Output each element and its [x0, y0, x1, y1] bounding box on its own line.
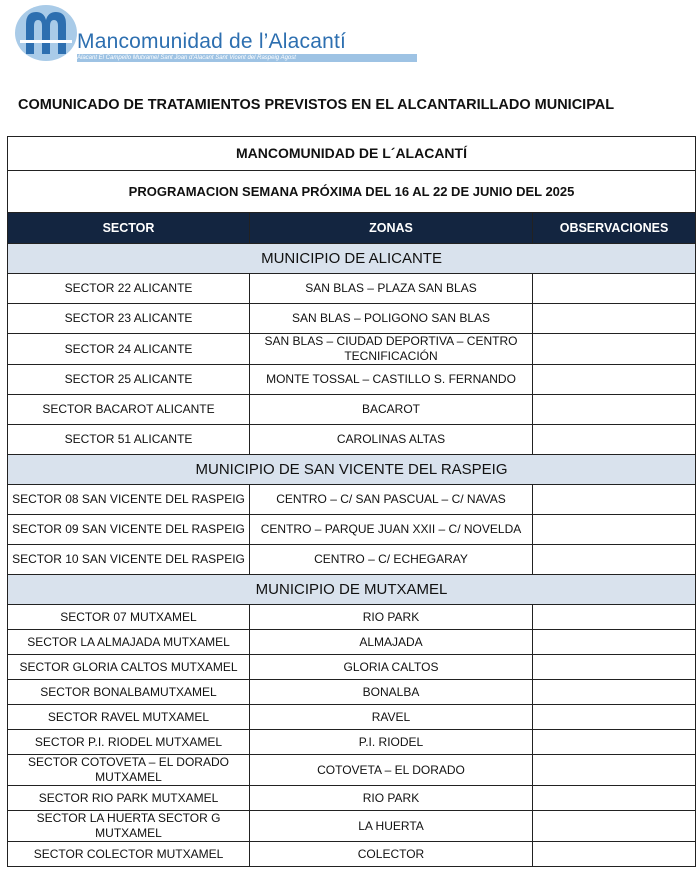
table-row: SECTOR 51 ALICANTE CAROLINAS ALTAS	[7, 424, 697, 455]
observaciones-cell	[531, 273, 697, 304]
zona-cell: GLORIA CALTOS	[249, 654, 533, 680]
zona-cell: RIO PARK	[249, 785, 533, 811]
table-row: SECTOR LA HUERTA SECTOR G MUTXAMEL LA HUE…	[7, 810, 697, 842]
zona-cell: P.I. RIODEL	[249, 729, 533, 755]
table-row: SECTOR 23 ALICANTE SAN BLAS – POLIGONO SA…	[7, 303, 697, 334]
table-row: SECTOR GLORIA CALTOS MUTXAMEL GLORIA CALT…	[7, 654, 697, 680]
table-row: SECTOR BACAROT ALICANTE BACAROT	[7, 394, 697, 425]
zona-cell: SAN BLAS – PLAZA SAN BLAS	[249, 273, 533, 304]
logo-mark-icon	[15, 5, 77, 61]
sector-cell: SECTOR 10 SAN VICENTE DEL RASPEIG	[7, 544, 250, 575]
sector-cell: SECTOR LA ALMAJADA MUTXAMEL	[7, 629, 250, 655]
zona-cell: SAN BLAS – CIUDAD DEPORTIVA – CENTRO TEC…	[249, 333, 533, 365]
table-row: SECTOR BONALBAMUTXAMEL BONALBA	[7, 679, 697, 705]
zona-cell: CENTRO – C/ ECHEGARAY	[249, 544, 533, 575]
table-row: SECTOR P.I. RIODEL MUTXAMEL P.I. RIODEL	[7, 729, 697, 755]
municipality-row: MUNICIPIO DE SAN VICENTE DEL RASPEIG	[6, 454, 697, 485]
sector-cell: SECTOR 23 ALICANTE	[7, 303, 250, 334]
sector-cell: SECTOR 09 SAN VICENTE DEL RASPEIG	[7, 514, 250, 545]
sector-cell: SECTOR GLORIA CALTOS MUTXAMEL	[7, 654, 250, 680]
sector-cell: SECTOR 25 ALICANTE	[7, 364, 250, 395]
zona-cell: CAROLINAS ALTAS	[249, 424, 533, 455]
table-row: SECTOR RIO PARK MUTXAMEL RIO PARK	[7, 785, 697, 811]
sector-cell: SECTOR 22 ALICANTE	[7, 273, 250, 304]
table-row: SECTOR COTOVETA – EL DORADO MUTXAMEL COTO…	[7, 754, 697, 786]
table-row: SECTOR LA ALMAJADA MUTXAMEL ALMAJADA	[7, 629, 697, 655]
observaciones-cell	[531, 704, 697, 730]
observaciones-cell	[531, 514, 697, 545]
logo: Mancomunidad de l’Alacantí Alacant El Ca…	[14, 4, 417, 66]
sector-cell: SECTOR COTOVETA – EL DORADO MUTXAMEL	[7, 754, 250, 786]
sector-cell: SECTOR 07 MUTXAMEL	[7, 604, 250, 630]
zona-cell: LA HUERTA	[249, 810, 533, 842]
sector-cell: SECTOR P.I. RIODEL MUTXAMEL	[7, 729, 250, 755]
zona-cell: BACAROT	[249, 394, 533, 425]
observaciones-cell	[531, 484, 697, 515]
zona-cell: MONTE TOSSAL – CASTILLO S. FERNANDO	[249, 364, 533, 395]
table-subtitle: PROGRAMACION SEMANA PRÓXIMA DEL 16 AL 22…	[6, 170, 697, 213]
table-row: SECTOR COLECTOR MUTXAMEL COLECTOR	[7, 841, 697, 867]
table-row: SECTOR 07 MUTXAMEL RIO PARK	[7, 604, 697, 630]
table-title: MANCOMUNIDAD DE L´ALACANTÍ	[6, 136, 697, 171]
zona-cell: CENTRO – PARQUE JUAN XXII – C/ NOVELDA	[249, 514, 533, 545]
zona-cell: RIO PARK	[249, 604, 533, 630]
observaciones-cell	[531, 394, 697, 425]
municipality-name: MUNICIPIO DE ALICANTE	[6, 243, 697, 274]
sector-cell: SECTOR RIO PARK MUTXAMEL	[7, 785, 250, 811]
zona-cell: SAN BLAS – POLIGONO SAN BLAS	[249, 303, 533, 334]
municipality-name: MUNICIPIO DE SAN VICENTE DEL RASPEIG	[6, 454, 697, 485]
sector-cell: SECTOR COLECTOR MUTXAMEL	[7, 841, 250, 867]
observaciones-cell	[531, 544, 697, 575]
zona-cell: ALMAJADA	[249, 629, 533, 655]
observaciones-cell	[531, 754, 697, 786]
zona-cell: COTOVETA – EL DORADO	[249, 754, 533, 786]
table-row: SECTOR 08 SAN VICENTE DEL RASPEIG CENTRO …	[7, 484, 697, 515]
observaciones-cell	[531, 679, 697, 705]
sector-cell: SECTOR LA HUERTA SECTOR G MUTXAMEL	[7, 810, 250, 842]
observaciones-cell	[531, 629, 697, 655]
observaciones-cell	[531, 333, 697, 365]
municipality-name: MUNICIPIO DE MUTXAMEL	[6, 574, 697, 605]
observaciones-cell	[531, 841, 697, 867]
header-observaciones: OBSERVACIONES	[531, 212, 697, 244]
municipality-row: MUNICIPIO DE MUTXAMEL	[6, 574, 697, 605]
logo-name: Mancomunidad de l’Alacantí	[77, 30, 347, 53]
observaciones-cell	[531, 785, 697, 811]
observaciones-cell	[531, 604, 697, 630]
sector-cell: SECTOR 24 ALICANTE	[7, 333, 250, 365]
table-row: SECTOR 22 ALICANTE SAN BLAS – PLAZA SAN B…	[7, 273, 697, 304]
observaciones-cell	[531, 303, 697, 334]
table-row: SECTOR 24 ALICANTE SAN BLAS – CIUDAD DEPO…	[7, 333, 697, 365]
sector-cell: SECTOR RAVEL MUTXAMEL	[7, 704, 250, 730]
sector-cell: SECTOR 08 SAN VICENTE DEL RASPEIG	[7, 484, 250, 515]
observaciones-cell	[531, 729, 697, 755]
municipality-row: MUNICIPIO DE ALICANTE	[6, 243, 697, 274]
table-row: SECTOR 09 SAN VICENTE DEL RASPEIG CENTRO …	[7, 514, 697, 545]
document-title: COMUNICADO DE TRATAMIENTOS PREVISTOS EN …	[18, 97, 615, 113]
sector-cell: SECTOR BONALBAMUTXAMEL	[7, 679, 250, 705]
zona-cell: CENTRO – C/ SAN PASCUAL – C/ NAVAS	[249, 484, 533, 515]
observaciones-cell	[531, 810, 697, 842]
header-sector: SECTOR	[7, 212, 250, 244]
table-row: SECTOR RAVEL MUTXAMEL RAVEL	[7, 704, 697, 730]
table-row: SECTOR 25 ALICANTE MONTE TOSSAL – CASTILL…	[7, 364, 697, 395]
table-row: SECTOR 10 SAN VICENTE DEL RASPEIG CENTRO …	[7, 544, 697, 575]
observaciones-cell	[531, 364, 697, 395]
observaciones-cell	[531, 654, 697, 680]
observaciones-cell	[531, 424, 697, 455]
header-row: SECTOR ZONAS OBSERVACIONES	[7, 212, 697, 244]
logo-tagline: Alacant El Campello Mutxamel Sant Joan d…	[77, 54, 417, 62]
sector-cell: SECTOR 51 ALICANTE	[7, 424, 250, 455]
sector-cell: SECTOR BACAROT ALICANTE	[7, 394, 250, 425]
zona-cell: RAVEL	[249, 704, 533, 730]
zona-cell: COLECTOR	[249, 841, 533, 867]
schedule-table: MANCOMUNIDAD DE L´ALACANTÍ PROGRAMACION …	[6, 136, 697, 867]
zona-cell: BONALBA	[249, 679, 533, 705]
header-zonas: ZONAS	[249, 212, 533, 244]
